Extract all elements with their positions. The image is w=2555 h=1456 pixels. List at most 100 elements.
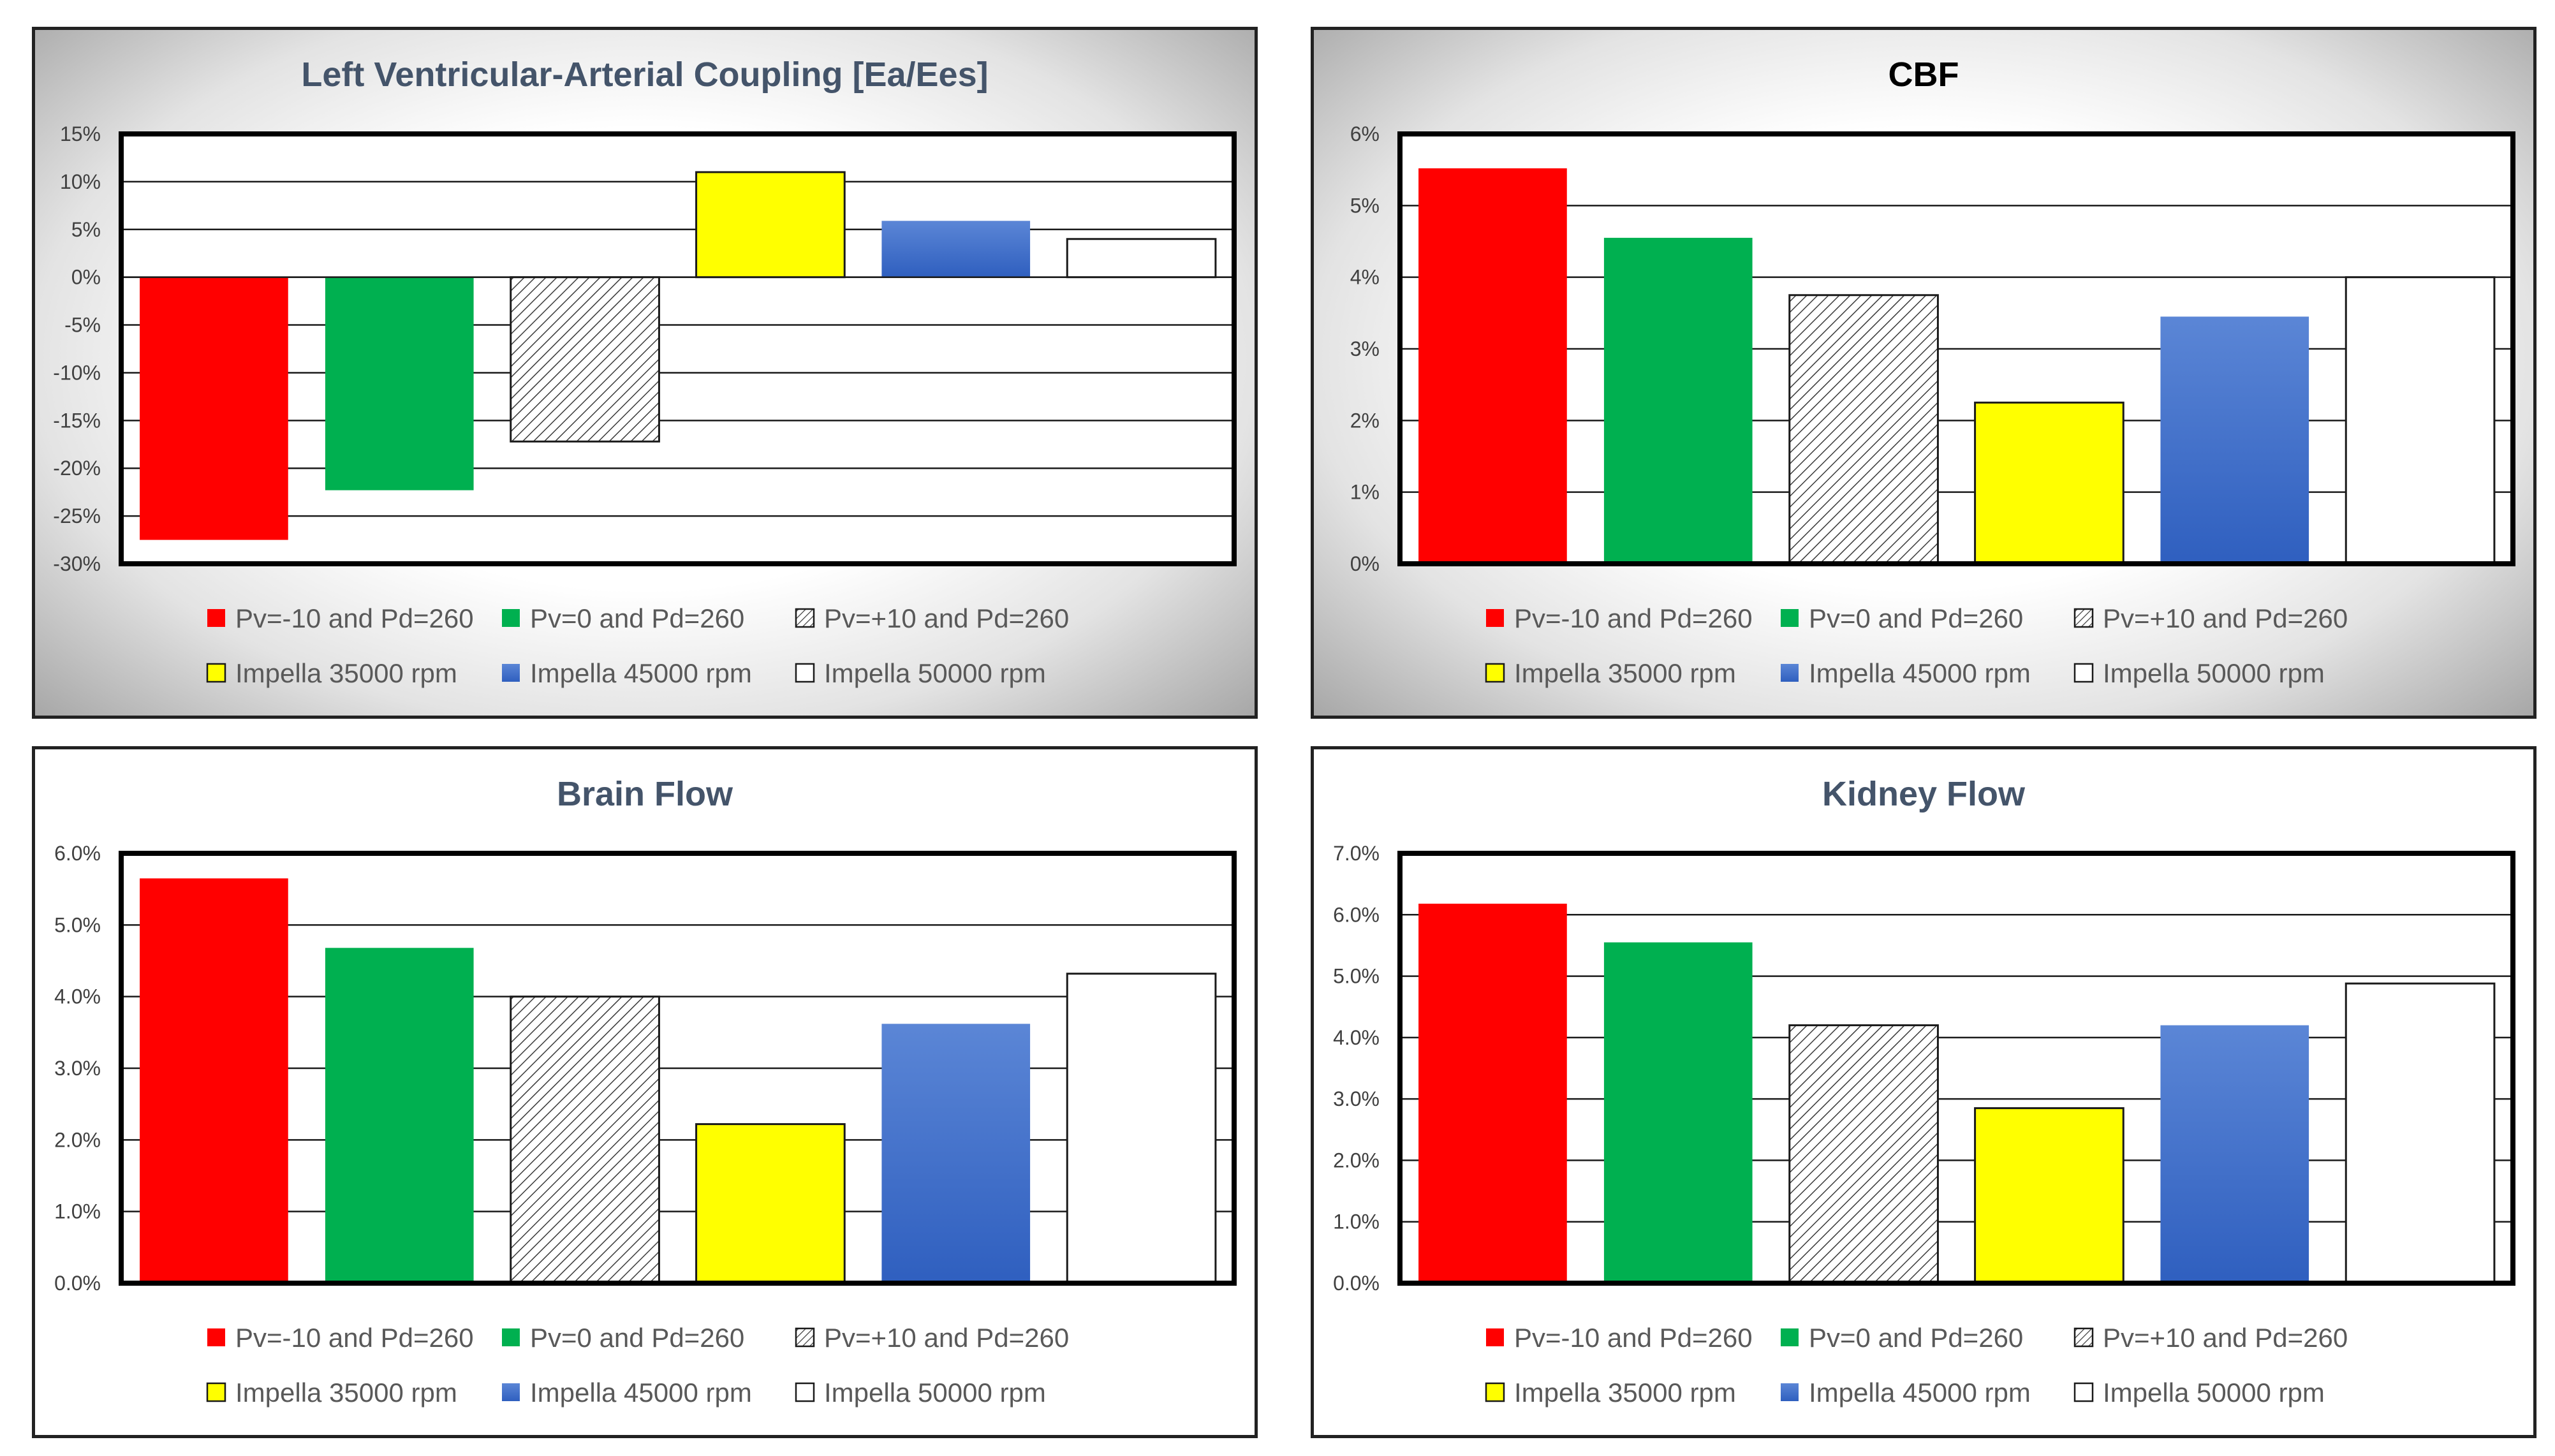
y-tick-label: 2% bbox=[1350, 409, 1380, 432]
legend-label-impella-35000-rpm: Impella 35000 rpm bbox=[235, 1378, 457, 1408]
y-tick-label: 0% bbox=[71, 266, 101, 289]
chart-title: CBF bbox=[1889, 55, 1959, 94]
y-tick-label: 6.0% bbox=[1333, 903, 1380, 926]
legend-label-impella-35000-rpm: Impella 35000 rpm bbox=[1514, 1378, 1736, 1408]
y-tick-label: 4.0% bbox=[54, 985, 101, 1008]
y-tick-label: 7.0% bbox=[1333, 842, 1380, 865]
legend-label-impella-45000-rpm: Impella 45000 rpm bbox=[530, 658, 752, 688]
bar-impella-45000-rpm bbox=[2160, 316, 2309, 564]
legend-label-pv-10-and-pd-260: Pv=-10 and Pd=260 bbox=[1514, 603, 1753, 633]
bar-impella-35000-rpm bbox=[695, 1123, 846, 1284]
y-tick-label: 5% bbox=[71, 218, 101, 241]
plot-border bbox=[119, 131, 1237, 566]
legend-label-impella-45000-rpm: Impella 45000 rpm bbox=[1809, 658, 2031, 688]
y-tick-label: 5.0% bbox=[1333, 965, 1380, 988]
bar-pv-0-and-pd-260 bbox=[325, 277, 474, 490]
y-tick-label: 5.0% bbox=[54, 913, 101, 936]
legend-label-pv-0-and-pd-260: Pv=0 and Pd=260 bbox=[530, 1323, 744, 1353]
y-tick-label: 15% bbox=[60, 122, 101, 145]
bar-pv-10-and-pd-260 bbox=[1418, 168, 1567, 564]
legend-swatch-pv-0-and-pd-260 bbox=[502, 609, 520, 627]
plot-border bbox=[1397, 851, 2515, 1286]
legend-swatch-impella-45000-rpm bbox=[502, 664, 520, 682]
lvac-chart-panel: Left Ventricular-Arterial Coupling [Ea/E… bbox=[32, 27, 1258, 719]
y-tick-label: 10% bbox=[60, 170, 101, 193]
cbf-chart-panel: CBF 6% 5% 4% 3% 2% 1% 0% Pv=-10 and Pd=260 Pv=0 a… bbox=[1311, 27, 2537, 719]
legend-swatch-impella-45000-rpm bbox=[502, 1383, 520, 1401]
bar-pv-10-and-pd-260 bbox=[1418, 903, 1567, 1283]
bar-impella-45000-rpm bbox=[2160, 1025, 2309, 1283]
legend-label-pv-10-and-pd-260: Pv=-10 and Pd=260 bbox=[235, 603, 474, 633]
y-tick-label: 3.0% bbox=[1333, 1087, 1380, 1110]
y-tick-label: 0% bbox=[1350, 552, 1380, 575]
legend-label-impella-45000-rpm: Impella 45000 rpm bbox=[1809, 1378, 2031, 1408]
y-tick-label: 1.0% bbox=[1333, 1210, 1380, 1233]
legend-swatch-pv-0-and-pd-260 bbox=[1781, 1328, 1799, 1346]
legend-label-pv-10-and-pd-260: Pv=-10 and Pd=260 bbox=[1514, 1323, 1753, 1353]
y-tick-label: 4.0% bbox=[1333, 1026, 1380, 1049]
legend-label-pv-0-and-pd-260: Pv=0 and Pd=260 bbox=[530, 603, 744, 633]
kidney-flow-chart: Kidney Flow 7.0% 6.0% 5.0% 4.0% 3.0% 2.0% 1.0% 0… bbox=[1333, 775, 2515, 1408]
y-tick-label: 0.0% bbox=[54, 1272, 101, 1295]
y-tick-label: 4% bbox=[1350, 266, 1380, 289]
legend-swatch-pv-10-and-pd-260 bbox=[2073, 608, 2094, 628]
bar-impella-35000-rpm bbox=[1974, 1107, 2124, 1284]
y-tick-label: 1% bbox=[1350, 481, 1380, 504]
legend-swatch-impella-50000-rpm bbox=[2073, 663, 2094, 683]
legend-label-impella-50000-rpm: Impella 50000 rpm bbox=[2103, 1378, 2325, 1408]
legend-swatch-pv-10-and-pd-260 bbox=[795, 608, 815, 628]
y-tick-label: -25% bbox=[53, 504, 101, 527]
legend-label-impella-45000-rpm: Impella 45000 rpm bbox=[530, 1378, 752, 1408]
y-tick-label: -10% bbox=[53, 361, 101, 384]
bar-impella-35000-rpm bbox=[1974, 401, 2124, 565]
legend-label-pv-10-and-pd-260: Pv=+10 and Pd=260 bbox=[2103, 603, 2348, 633]
bar-impella-45000-rpm bbox=[881, 1024, 1031, 1283]
legend-swatch-pv-0-and-pd-260 bbox=[1781, 609, 1799, 627]
legend-label-impella-50000-rpm: Impella 50000 rpm bbox=[824, 658, 1046, 688]
brain-flow-chart: Brain Flow 6.0% 5.0% 4.0% 3.0% 2.0% 1.0% 0.0% Pv… bbox=[54, 775, 1237, 1408]
kidney-flow-chart-panel: Kidney Flow 7.0% 6.0% 5.0% 4.0% 3.0% 2.0% 1.0% 0… bbox=[1311, 746, 2537, 1438]
legend-label-impella-50000-rpm: Impella 50000 rpm bbox=[2103, 658, 2325, 688]
bar-impella-45000-rpm bbox=[881, 221, 1031, 277]
y-tick-label: 6% bbox=[1350, 122, 1380, 145]
legend-swatch-pv-10-and-pd-260 bbox=[1486, 609, 1504, 627]
legend-swatch-pv-10-and-pd-260 bbox=[1486, 1328, 1504, 1346]
chart-title: Left Ventricular-Arterial Coupling [Ea/E… bbox=[301, 55, 988, 94]
legend-swatch-impella-35000-rpm bbox=[1485, 663, 1505, 683]
legend-label-pv-10-and-pd-260: Pv=+10 and Pd=260 bbox=[2103, 1323, 2348, 1353]
legend-label-impella-50000-rpm: Impella 50000 rpm bbox=[824, 1378, 1046, 1408]
legend-swatch-impella-50000-rpm bbox=[795, 1382, 815, 1402]
bar-pv-0-and-pd-260 bbox=[1603, 237, 1753, 564]
bar-pv-10-and-pd-260 bbox=[510, 276, 660, 443]
legend-swatch-impella-35000-rpm bbox=[206, 1382, 226, 1402]
y-tick-label: 6.0% bbox=[54, 842, 101, 865]
bar-pv-10-and-pd-260 bbox=[510, 996, 660, 1284]
bar-pv-0-and-pd-260 bbox=[1603, 942, 1753, 1283]
bar-pv-10-and-pd-260 bbox=[1788, 1024, 1939, 1284]
legend-swatch-pv-10-and-pd-260 bbox=[2073, 1327, 2094, 1348]
y-tick-label: 3% bbox=[1350, 337, 1380, 360]
legend-label-impella-35000-rpm: Impella 35000 rpm bbox=[1514, 658, 1736, 688]
legend-swatch-pv-10-and-pd-260 bbox=[207, 1328, 225, 1346]
legend-swatch-impella-50000-rpm bbox=[795, 663, 815, 683]
y-tick-label: -15% bbox=[53, 409, 101, 432]
plot-area bbox=[1400, 853, 2513, 1283]
y-tick-label: 5% bbox=[1350, 194, 1380, 217]
y-tick-label: -20% bbox=[53, 457, 101, 480]
y-tick-label: 1.0% bbox=[54, 1200, 101, 1223]
legend-swatch-impella-45000-rpm bbox=[1781, 1383, 1799, 1401]
y-tick-label: 3.0% bbox=[54, 1057, 101, 1080]
legend-swatch-impella-50000-rpm bbox=[2073, 1382, 2094, 1402]
bar-impella-35000-rpm bbox=[695, 171, 846, 279]
bar-impella-50000-rpm bbox=[2345, 276, 2496, 565]
plot-area bbox=[121, 134, 1234, 564]
plot-border bbox=[119, 851, 1237, 1286]
legend-swatch-impella-35000-rpm bbox=[1485, 1382, 1505, 1402]
legend-swatch-impella-45000-rpm bbox=[1781, 664, 1799, 682]
bar-impella-50000-rpm bbox=[2345, 982, 2496, 1284]
bar-pv-10-and-pd-260 bbox=[140, 277, 288, 540]
legend-swatch-impella-35000-rpm bbox=[206, 663, 226, 683]
legend-label-pv-10-and-pd-260: Pv=+10 and Pd=260 bbox=[824, 603, 1069, 633]
lvac-chart: Left Ventricular-Arterial Coupling [Ea/E… bbox=[53, 55, 1237, 688]
